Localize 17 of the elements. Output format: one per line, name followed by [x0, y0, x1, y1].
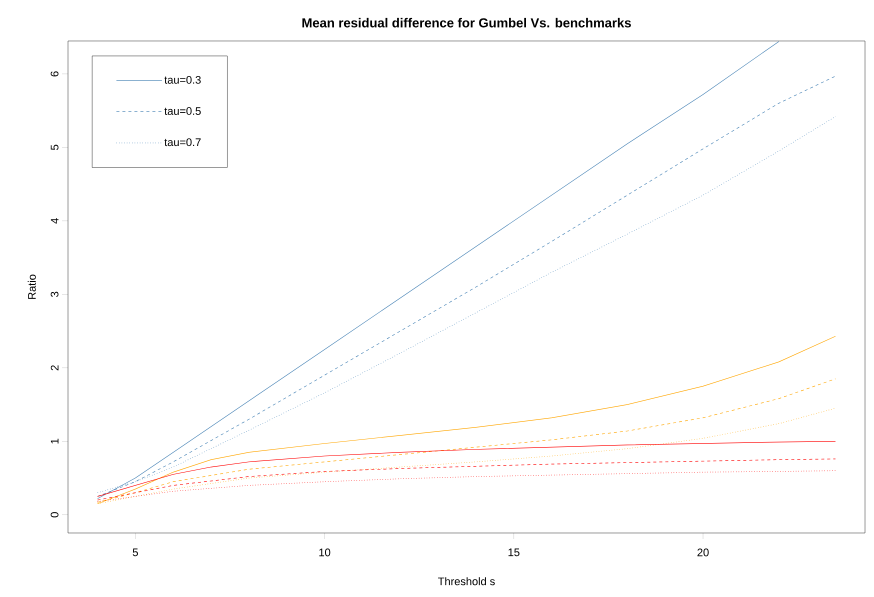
y-tick-label: 6 [50, 71, 58, 76]
y-tick-label: 4 [50, 218, 58, 224]
y-tick-label: 0 [50, 512, 58, 518]
y-tick-label: 3 [50, 292, 58, 297]
chart-title: Mean residual difference for Gumbel Vs. benchmarks [302, 18, 631, 28]
legend-label: tau=0.3 [164, 76, 201, 84]
legend-label: tau=0.7 [164, 138, 201, 146]
x-axis-title: Threshold s [438, 577, 495, 586]
x-tick-label: 10 [319, 548, 330, 556]
y-axis-title: Ratio [28, 274, 36, 299]
y-tick-label: 5 [50, 144, 58, 150]
y-tick-label: 1 [50, 438, 58, 444]
legend-label: tau=0.5 [164, 107, 201, 115]
x-tick-label: 15 [508, 548, 520, 556]
y-tick-label: 2 [50, 365, 58, 370]
x-tick-label: 20 [697, 548, 709, 556]
x-tick-label: 5 [132, 548, 138, 556]
